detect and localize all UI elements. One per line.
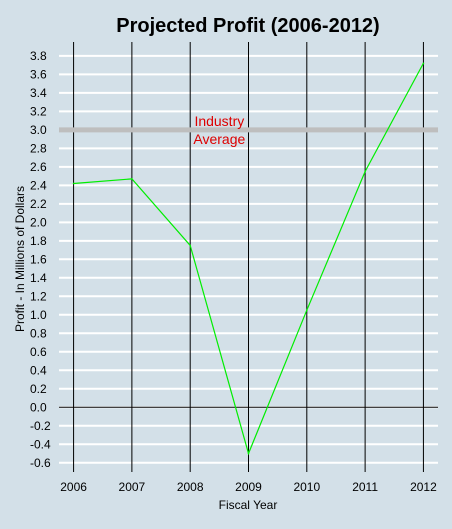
y-tick-label-17: 2.8 [30, 141, 47, 155]
y-tick-label-20: 3.4 [30, 86, 47, 100]
y-tick-label-21: 3.6 [30, 67, 47, 81]
series-layer [72, 62, 425, 456]
data-point-2010 [306, 309, 308, 311]
y-tick-label-19: 3.2 [30, 104, 47, 118]
data-point-2006 [72, 182, 75, 185]
y-tick-label-1: -0.4 [30, 437, 51, 451]
y-tick-label-6: 0.6 [30, 345, 47, 359]
x-tick-label-2009: 2009 [235, 480, 262, 494]
industry-average-label-0: Industry [194, 113, 244, 129]
y-tick-label-5: 0.4 [30, 363, 47, 377]
y-tick-label-12: 1.8 [30, 234, 47, 248]
y-tick-label-16: 2.6 [30, 160, 47, 174]
x-tick-label-2006: 2006 [60, 480, 87, 494]
data-point-2008 [189, 244, 191, 247]
chart-title: Projected Profit (2006-2012) [116, 15, 379, 37]
x-axis-title: Fiscal Year [219, 498, 278, 512]
y-tick-label-2: -0.2 [30, 419, 51, 433]
y-tick-label-11: 1.6 [30, 252, 47, 266]
industry-average-label-1: Average [193, 131, 245, 147]
y-tick-label-14: 2.2 [30, 197, 47, 211]
x-tick-label-2012: 2012 [410, 480, 437, 494]
x-tick-label-2011: 2011 [352, 480, 378, 494]
y-tick-label-15: 2.4 [30, 178, 47, 192]
y-tick-label-0: -0.6 [30, 456, 51, 470]
x-tick-label-2010: 2010 [293, 480, 320, 494]
data-point-2009 [247, 452, 250, 455]
x-tick-label-2008: 2008 [177, 480, 204, 494]
tick-layer: -0.6 -0.4 -0.2 0.0 0.2 0.4 0.6 0.8 1.0 1.2 1.4 1.6 1… [30, 49, 437, 494]
y-tick-label-13: 2.0 [30, 215, 47, 229]
data-point-2011 [364, 170, 366, 173]
data-point-2007 [131, 178, 133, 180]
y-axis-title: Profit - In Millions of Dollars [13, 186, 27, 332]
y-tick-label-7: 0.8 [30, 326, 47, 340]
data-point-2012 [422, 62, 425, 65]
grid-layer [59, 42, 438, 472]
x-tick-label-2007: 2007 [119, 480, 146, 494]
y-tick-label-8: 1.0 [30, 308, 47, 322]
reference-layer: Industry Average [59, 113, 438, 147]
y-tick-label-9: 1.2 [30, 289, 47, 303]
y-tick-label-3: 0.0 [30, 400, 47, 414]
y-tick-label-10: 1.4 [30, 271, 47, 285]
y-tick-label-18: 3.0 [30, 123, 47, 137]
y-tick-label-22: 3.8 [30, 49, 47, 63]
y-tick-label-4: 0.2 [30, 382, 47, 396]
